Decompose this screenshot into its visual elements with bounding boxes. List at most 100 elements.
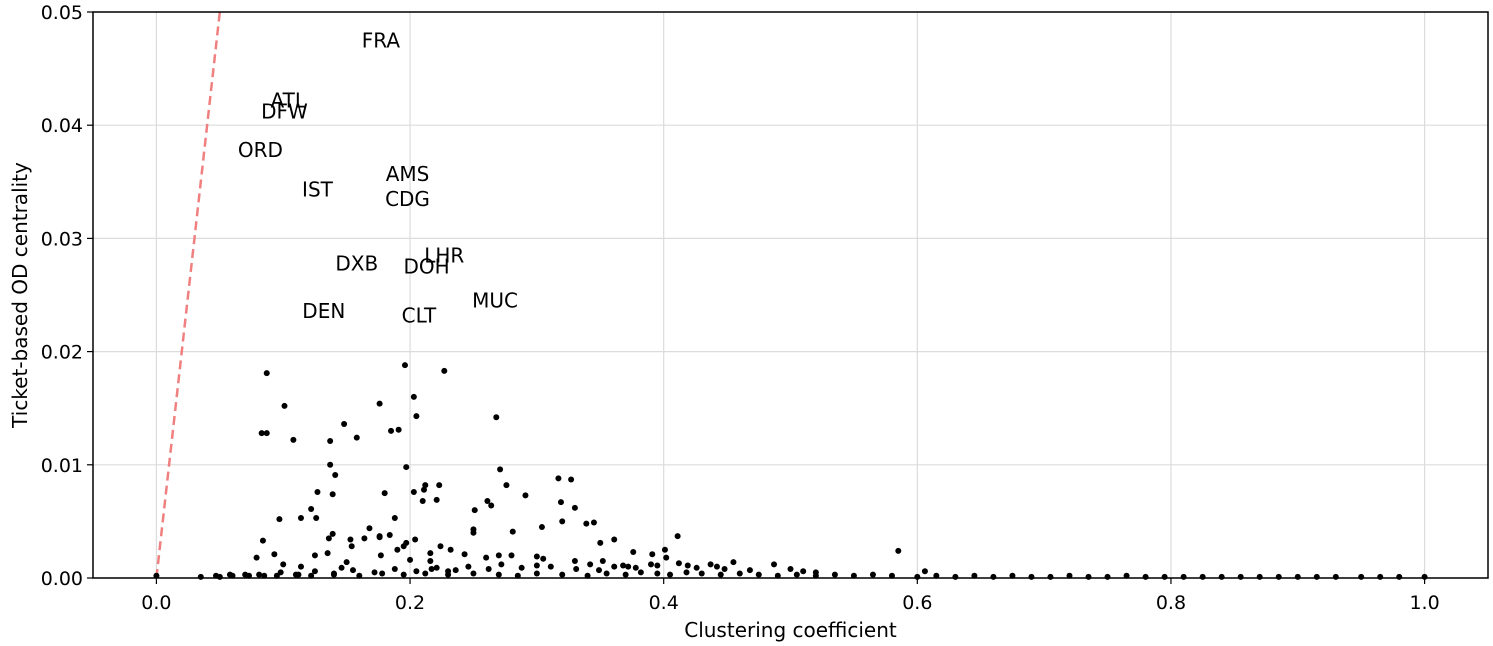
- data-point: [1123, 572, 1130, 579]
- data-point: [557, 499, 564, 506]
- data-point: [603, 570, 610, 577]
- data-point: [1199, 573, 1206, 580]
- data-point: [495, 571, 502, 578]
- data-point: [547, 563, 554, 570]
- x-tick-label: 0.4: [649, 592, 679, 614]
- data-point: [533, 553, 540, 560]
- y-axis-label: Ticket-based OD centrality: [8, 162, 32, 429]
- data-point: [470, 570, 477, 577]
- data-point: [379, 570, 386, 577]
- data-point: [495, 552, 502, 559]
- data-point: [800, 568, 807, 575]
- data-point: [1047, 573, 1054, 580]
- data-point: [308, 505, 315, 512]
- data-point: [1161, 573, 1168, 580]
- data-point: [259, 537, 266, 544]
- data-point: [433, 496, 440, 503]
- data-point: [395, 426, 402, 433]
- data-point: [755, 571, 762, 578]
- data-point: [674, 533, 681, 540]
- data-point: [1009, 572, 1016, 579]
- annotation-label: DXB: [335, 251, 378, 275]
- data-point: [391, 565, 398, 572]
- reference-line: [155, 11, 222, 579]
- data-point: [1275, 573, 1282, 580]
- data-point: [503, 482, 510, 489]
- data-point: [280, 561, 287, 568]
- data-point: [413, 568, 420, 575]
- data-point: [654, 562, 661, 569]
- data-point: [522, 492, 529, 499]
- data-point: [447, 546, 454, 553]
- data-point: [630, 548, 637, 555]
- data-point: [313, 515, 320, 522]
- data-point: [812, 572, 819, 579]
- annotation-label: CLT: [402, 303, 437, 327]
- data-point: [713, 563, 720, 570]
- data-point: [533, 570, 540, 577]
- data-point: [1066, 572, 1073, 579]
- data-point: [422, 570, 429, 577]
- data-point: [470, 526, 477, 533]
- data-point: [271, 551, 278, 558]
- annotation-label: MUC: [472, 289, 518, 313]
- data-point: [693, 564, 700, 571]
- data-point: [332, 471, 339, 478]
- annotation-label: CDG: [385, 187, 430, 211]
- data-point: [394, 546, 401, 553]
- data-point: [590, 519, 597, 526]
- annotation-label: IST: [302, 178, 334, 202]
- data-point: [343, 559, 350, 566]
- data-point: [327, 438, 334, 445]
- data-point: [730, 559, 737, 566]
- data-point: [1377, 573, 1384, 580]
- data-point: [330, 570, 337, 577]
- data-point: [597, 539, 604, 546]
- annotation-label: FRA: [362, 28, 401, 52]
- data-point: [559, 518, 566, 525]
- data-point: [493, 414, 500, 421]
- data-point: [427, 550, 434, 557]
- annotation-label: AMS: [386, 162, 430, 186]
- data-point: [253, 554, 260, 561]
- y-tick-label: 0.01: [41, 455, 83, 477]
- data-point: [625, 563, 632, 570]
- data-point: [933, 572, 940, 579]
- data-point: [568, 476, 575, 483]
- data-point: [771, 561, 778, 568]
- data-point: [338, 564, 345, 571]
- data-point: [229, 572, 236, 579]
- y-tick-label: 0.03: [41, 228, 83, 250]
- y-tick-label: 0.00: [41, 568, 83, 590]
- annotation-label: LHR: [424, 243, 464, 267]
- data-point: [620, 562, 627, 569]
- data-point: [583, 520, 590, 527]
- data-point: [990, 573, 997, 580]
- data-point: [377, 552, 384, 559]
- data-point: [437, 543, 444, 550]
- data-point: [793, 571, 800, 578]
- data-point: [258, 430, 265, 437]
- data-point: [1142, 573, 1149, 580]
- axis-ticks: 0.0 0.2 0.4 0.6 0.8 1.0 0.00 0.01 0.02 0.03 0.04 0.…: [41, 2, 1440, 614]
- plot-frame: [92, 11, 1489, 579]
- data-point: [787, 565, 794, 572]
- data-point: [314, 488, 321, 495]
- data-point: [349, 567, 356, 574]
- data-point: [1332, 573, 1339, 580]
- data-point: [584, 572, 591, 579]
- data-point: [153, 572, 160, 579]
- data-point: [518, 564, 525, 571]
- data-point: [410, 488, 417, 495]
- data-point: [465, 563, 472, 570]
- data-point: [347, 536, 354, 543]
- data-point: [1358, 573, 1365, 580]
- data-point: [654, 570, 661, 577]
- x-tick-label: 0.0: [141, 592, 171, 614]
- data-point: [263, 370, 270, 377]
- data-point: [514, 572, 521, 579]
- data-point: [538, 524, 545, 531]
- data-point: [403, 464, 410, 471]
- data-point: [461, 551, 468, 558]
- data-point: [637, 569, 644, 576]
